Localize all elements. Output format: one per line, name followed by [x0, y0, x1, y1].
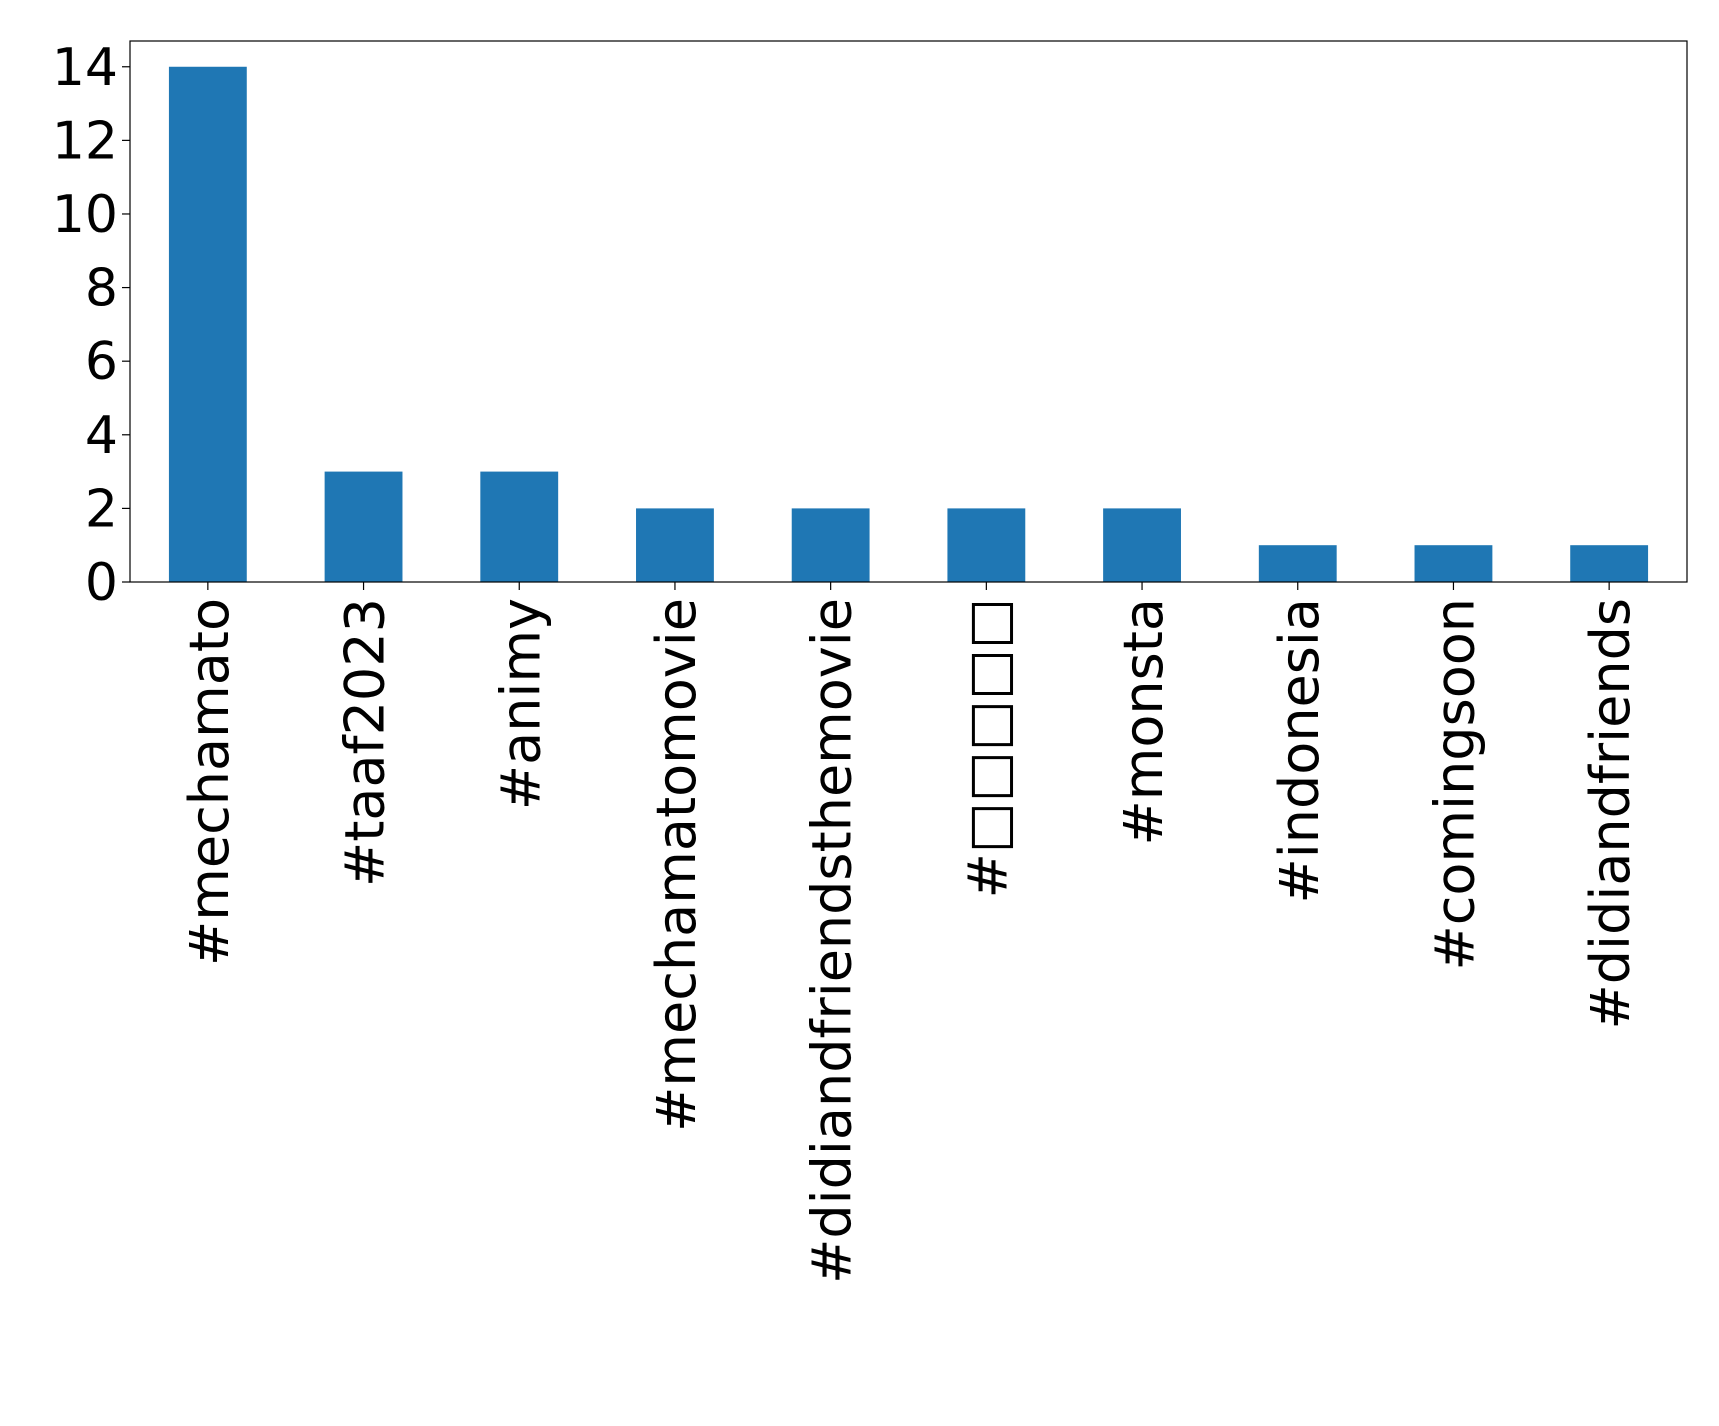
bar [480, 471, 559, 582]
y-tick-label: 12 [52, 111, 118, 171]
y-tick-label: 8 [85, 259, 118, 319]
x-tick-label: #indonesia [1268, 598, 1331, 903]
bar [1103, 508, 1181, 582]
y-tick-label: 14 [52, 38, 118, 98]
y-tick-label: 10 [52, 185, 118, 245]
y-tick-label: 2 [85, 479, 118, 539]
bar [324, 471, 403, 582]
bar [947, 508, 1026, 582]
bar [1258, 545, 1337, 582]
x-tick-label: #mechamatomovie [645, 598, 708, 1132]
bar [636, 508, 714, 582]
x-tick-label: #monsta [1112, 598, 1175, 846]
bar [1570, 545, 1649, 582]
y-tick-label: 0 [85, 553, 118, 613]
x-tick-label: #□□□□□ [956, 598, 1019, 898]
bar [1414, 545, 1493, 582]
y-tick-label: 4 [85, 406, 118, 466]
bar [791, 508, 870, 582]
x-tick-label: #mechamato [178, 598, 241, 966]
y-tick-label: 6 [85, 332, 118, 392]
bar [168, 66, 247, 582]
x-tick-label: #animy [489, 598, 552, 810]
x-tick-label: #comingsoon [1423, 598, 1486, 971]
x-tick-label: #didiandfriendsthemovie [801, 598, 864, 1284]
x-tick-label: #didiandfriends [1579, 598, 1642, 1029]
x-tick-label: #taaf2023 [334, 598, 397, 887]
plot-frame [129, 40, 1688, 583]
